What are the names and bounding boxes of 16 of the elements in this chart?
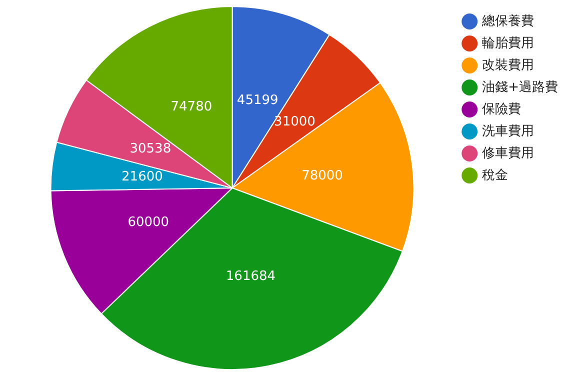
data-label: 74780: [170, 99, 212, 114]
data-label: 161684: [226, 269, 276, 284]
data-label: 31000: [274, 114, 316, 130]
data-label: 78000: [302, 168, 343, 184]
legend-label: 修車費用: [482, 146, 534, 161]
legend-label: 洗車費用: [482, 124, 534, 139]
legend-label: 總保養費: [481, 14, 534, 29]
legend-label: 輪胎費用: [482, 36, 534, 51]
legend-label: 油錢+過路費: [482, 80, 558, 95]
data-label: 30538: [130, 141, 172, 156]
legend-label: 稅金: [482, 168, 508, 183]
legend-label: 改裝費用: [482, 58, 534, 73]
data-label: 21600: [122, 170, 163, 185]
data-label: 45199: [236, 93, 278, 108]
data-label: 60000: [128, 214, 170, 230]
legend-label: 保險費: [482, 102, 522, 117]
